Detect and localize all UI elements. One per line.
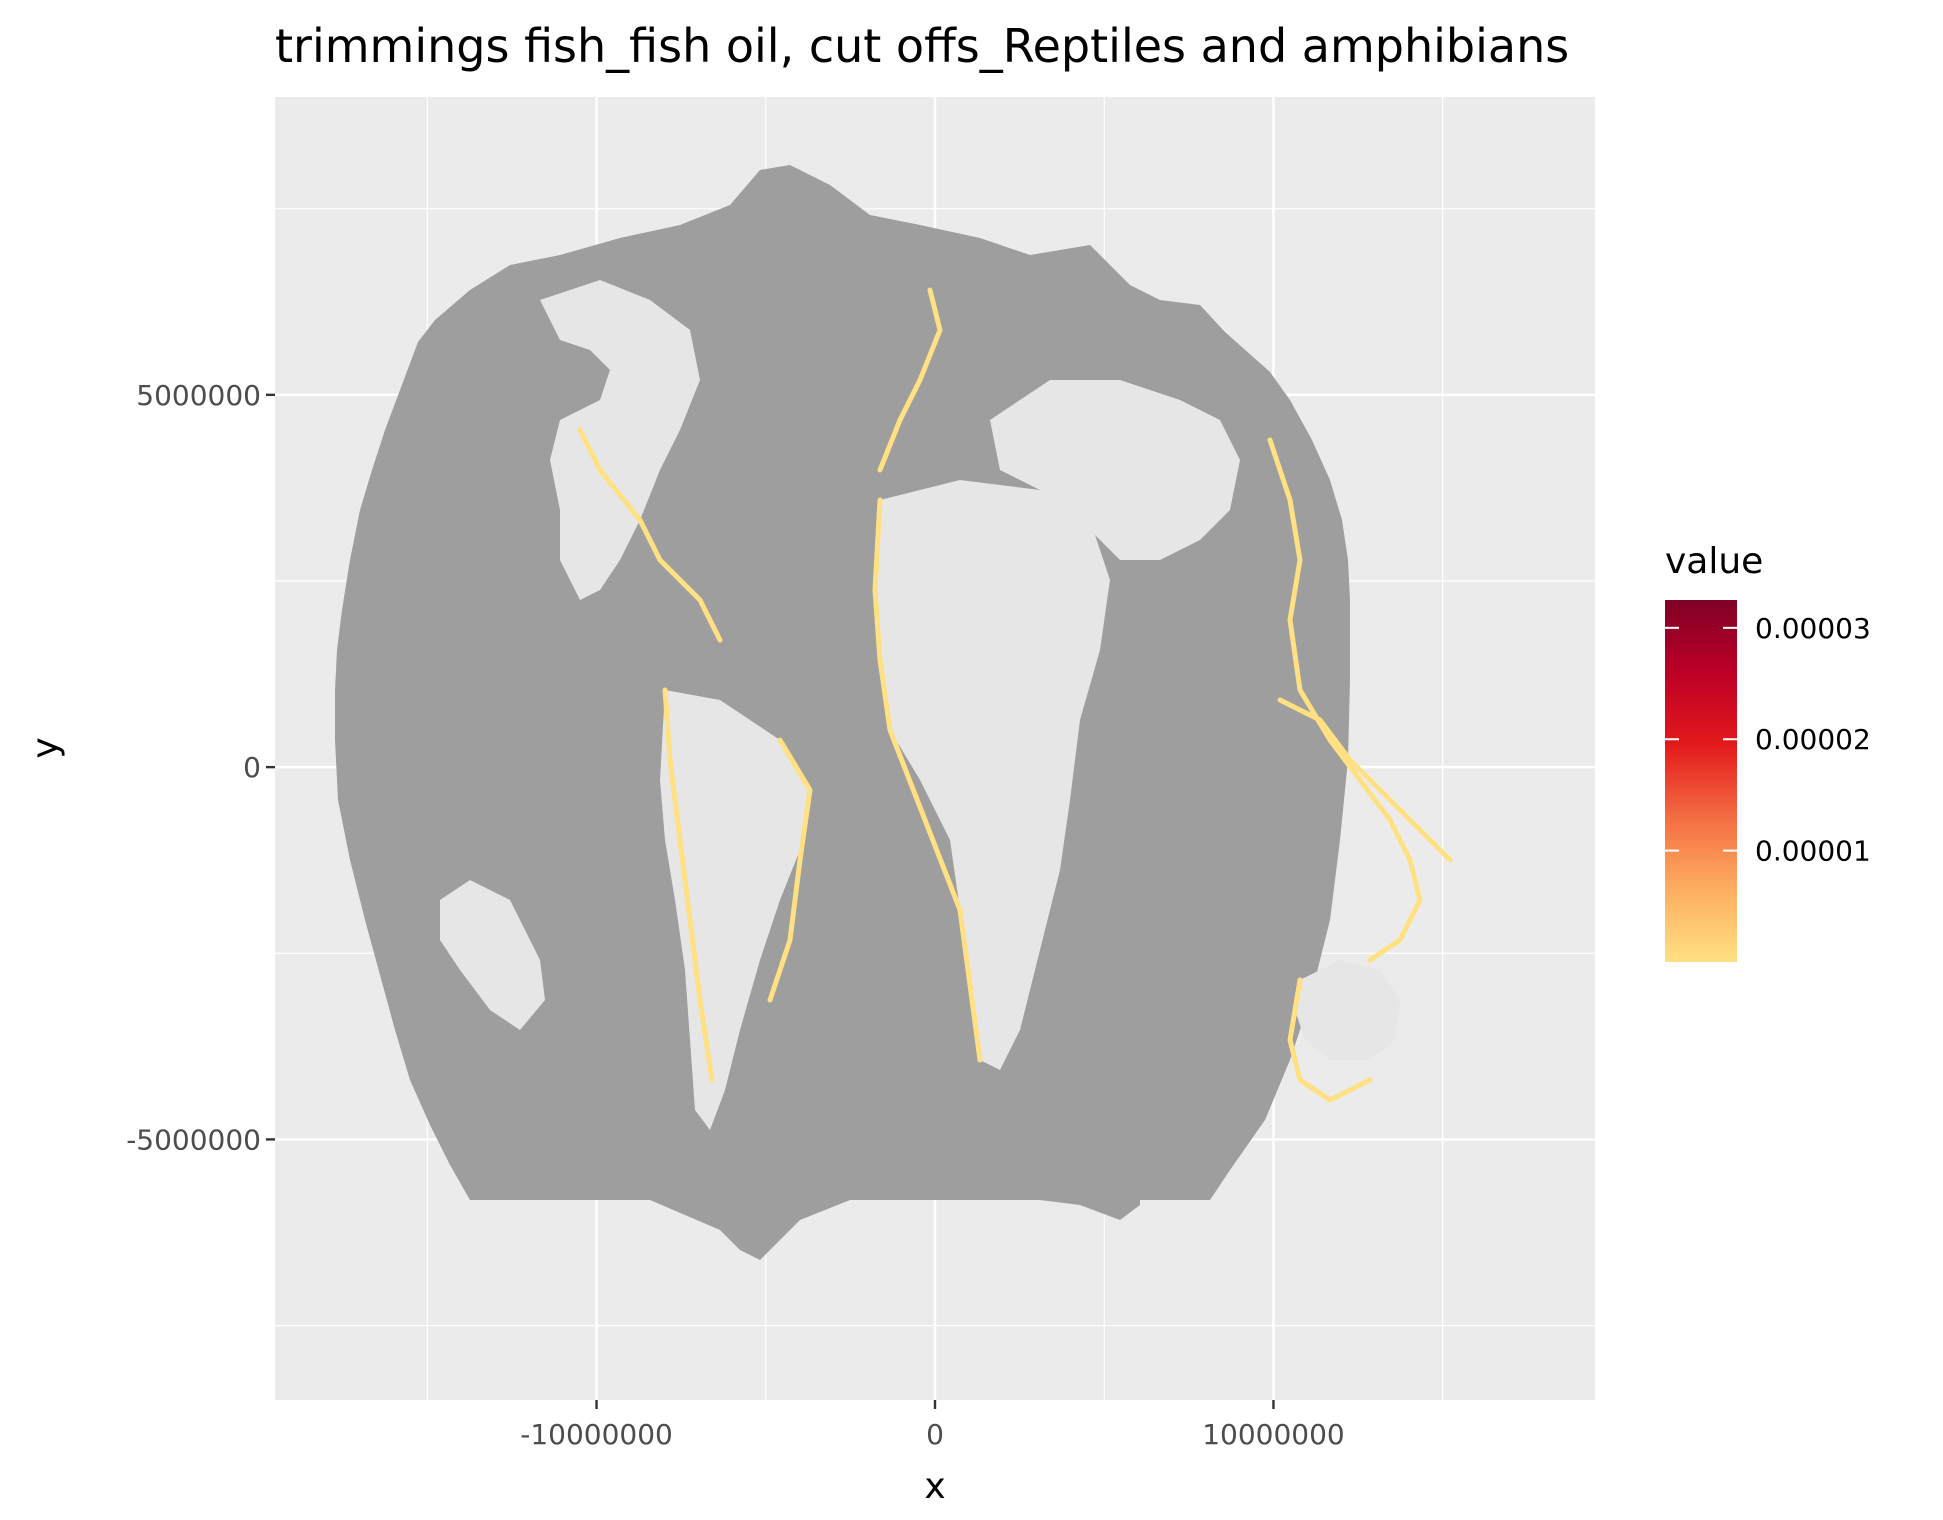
map-land-africa [875, 480, 1110, 1070]
y-tick-label: 5000000 [136, 379, 261, 412]
legend: value 0.00003 0.00002 0.00001 [1665, 541, 1871, 962]
x-tick-label: 10000000 [1202, 1418, 1345, 1451]
value-cells-south-america-east [767, 737, 813, 1003]
value-cells-africa-coast [872, 497, 983, 1063]
legend-tick-label: 0.00002 [1755, 723, 1871, 756]
x-tick-label: 0 [926, 1418, 944, 1451]
value-cells-north-america-coast [577, 427, 723, 643]
map-value-cells [577, 287, 1453, 1103]
value-cells-southeast-asia [1277, 697, 1453, 863]
x-axis: -10000000 0 10000000 [520, 1400, 1345, 1451]
y-axis-title: y [25, 737, 66, 758]
legend-colorbar [1665, 600, 1737, 962]
map-layer [335, 165, 1453, 1260]
y-tick-label: 0 [243, 751, 261, 784]
value-cells-east-asia [1267, 437, 1423, 963]
y-tick-label: -5000000 [126, 1123, 261, 1156]
legend-ticks: 0.00003 0.00002 0.00001 [1665, 612, 1871, 868]
legend-tick-label: 0.00003 [1755, 612, 1871, 645]
x-axis-title: x [924, 1466, 945, 1507]
map-land-pacific-island [440, 880, 545, 1030]
x-tick-label: -10000000 [520, 1418, 673, 1451]
value-cells-south-america-coast [662, 687, 715, 1083]
map-land-eurasia [990, 380, 1240, 560]
map-land-south-america [660, 690, 810, 1130]
map-na-area [335, 165, 1350, 1260]
chart-title: trimmings fish_fish oil, cut offs_Reptil… [275, 19, 1569, 73]
legend-title: value [1665, 541, 1763, 582]
value-cells-australia-coast [1287, 977, 1373, 1103]
value-cells-north-atlantic [877, 287, 943, 473]
legend-tick-label: 0.00001 [1755, 835, 1871, 868]
y-axis: 5000000 0 -5000000 [126, 379, 275, 1156]
map-land-australia [1295, 960, 1400, 1060]
map-land-north-america [540, 280, 700, 600]
